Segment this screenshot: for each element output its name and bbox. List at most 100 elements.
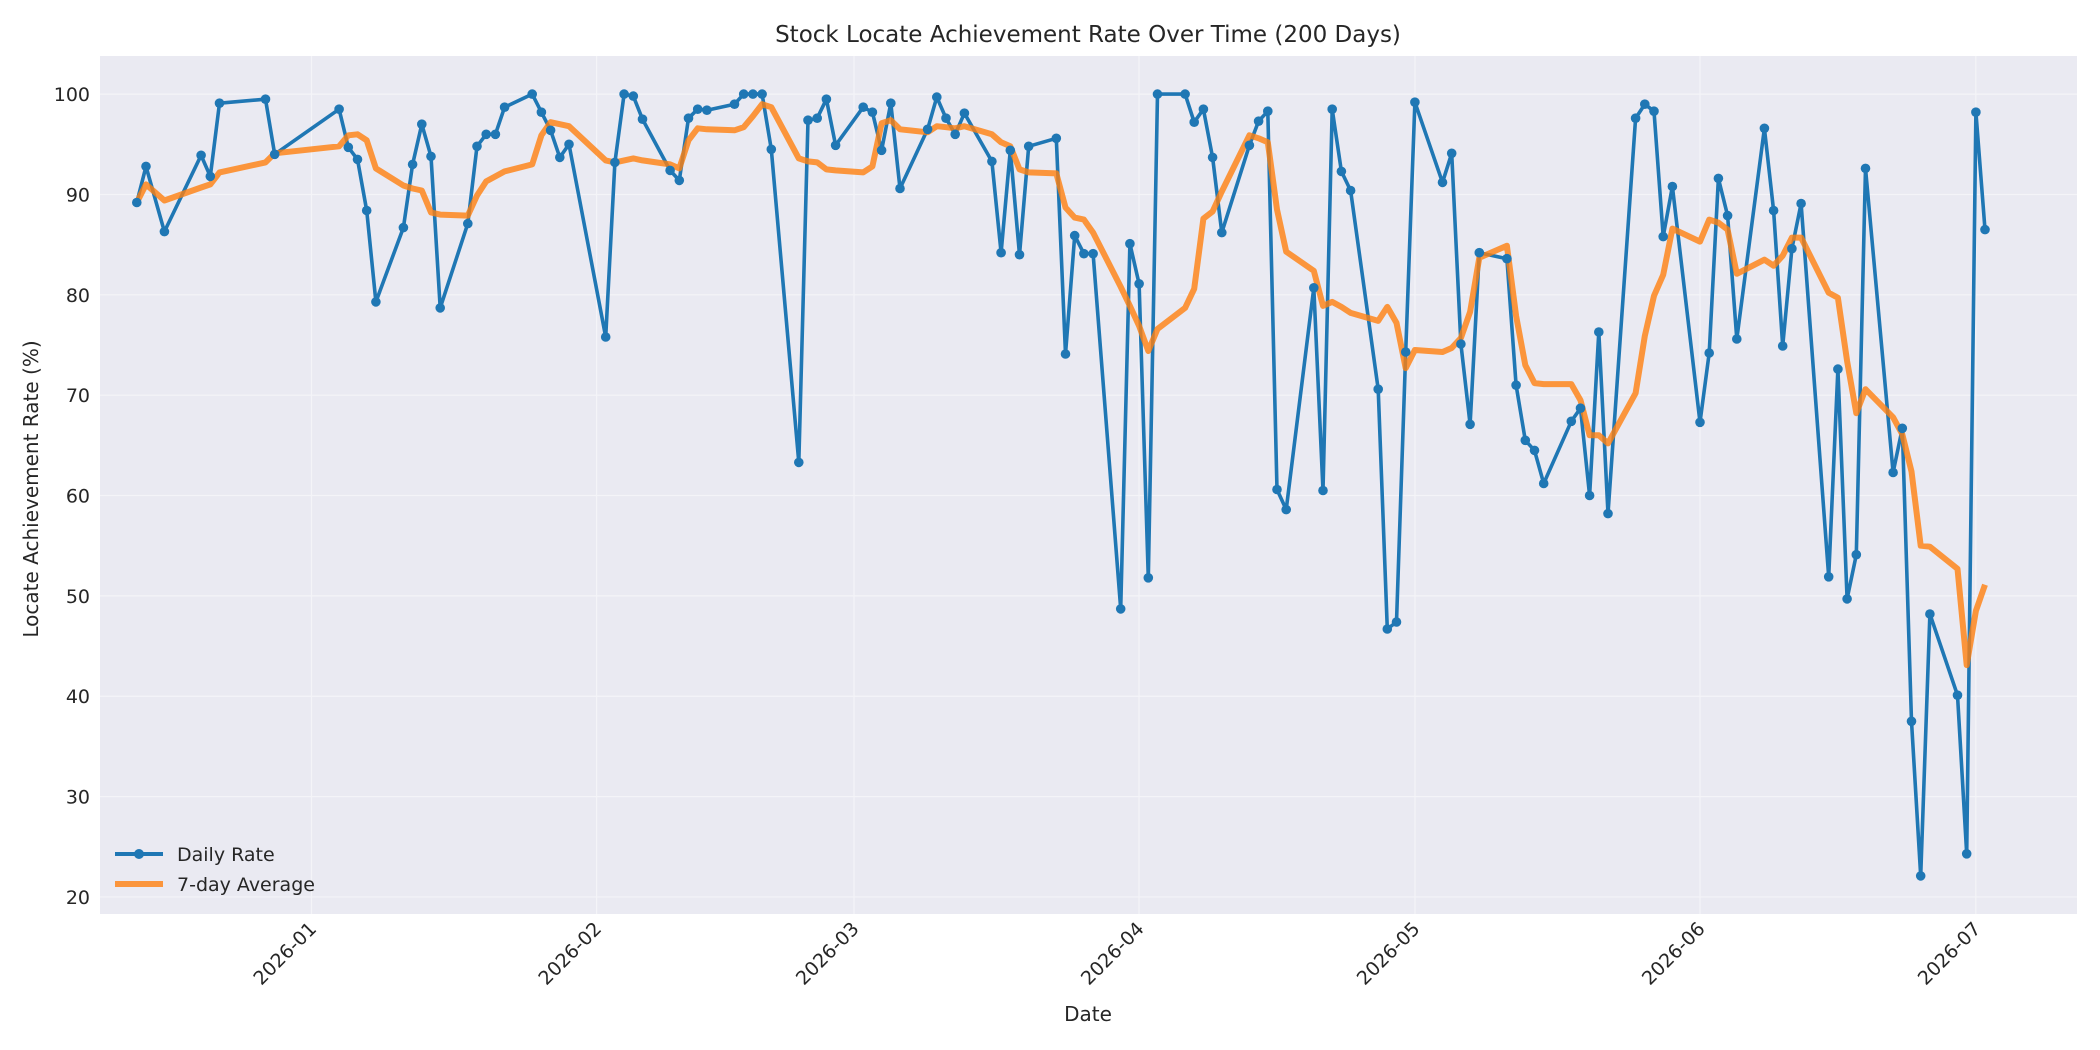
daily-rate-point [932, 92, 942, 102]
daily-rate-point [361, 205, 372, 216]
daily-rate-point [812, 113, 822, 123]
daily-rate-point [729, 99, 740, 109]
daily-rate-point [1125, 238, 1135, 249]
daily-rate-point [1474, 247, 1485, 258]
daily-rate-point [766, 144, 777, 155]
daily-rate-point [1768, 205, 1779, 216]
daily-rate-point [1005, 145, 1016, 156]
daily-rate-point [1713, 173, 1724, 184]
daily-rate-point [867, 107, 878, 117]
daily-rate-point [1915, 871, 1926, 881]
daily-rate-point [141, 161, 151, 172]
daily-rate-point [1088, 248, 1098, 259]
daily-rate-point [1263, 106, 1273, 116]
y-tick-label: 70 [66, 385, 90, 407]
legend-7-day-average-label: 7-day Average [177, 874, 315, 896]
daily-rate-point [996, 247, 1006, 258]
daily-rate-point [1382, 624, 1393, 634]
daily-rate-point [1906, 716, 1917, 727]
daily-rate-point [472, 141, 482, 152]
daily-rate-point [702, 105, 712, 115]
daily-rate-point [1520, 435, 1531, 446]
daily-rate-point [830, 140, 841, 151]
daily-rate-point [426, 151, 436, 162]
daily-rate-point [1980, 224, 1990, 235]
daily-rate-point [1667, 181, 1678, 192]
daily-rate-point [352, 154, 363, 165]
daily-rate-point [1695, 417, 1705, 428]
daily-rate-point [922, 124, 933, 135]
daily-rate-point [1971, 107, 1981, 117]
daily-rate-point [1842, 594, 1852, 604]
daily-rate-point [407, 159, 418, 170]
daily-rate-point [334, 104, 344, 114]
daily-rate-point [803, 115, 813, 125]
y-tick-label: 50 [66, 586, 90, 608]
legend: Daily Rate 7-day Average [115, 844, 315, 896]
daily-rate-point [269, 149, 280, 160]
daily-rate-point [564, 139, 574, 150]
chart-title: Stock Locate Achievement Rate Over Time … [775, 22, 1401, 48]
daily-rate-point [1649, 106, 1659, 116]
y-tick-label: 20 [66, 887, 90, 909]
daily-rate-point [950, 129, 960, 140]
daily-rate-point [132, 197, 142, 208]
daily-rate-point [1281, 504, 1291, 515]
daily-rate-point [1152, 89, 1163, 99]
daily-rate-point [1529, 445, 1540, 456]
daily-rate-point [757, 89, 767, 99]
daily-rate-point [1023, 141, 1034, 152]
daily-rate-point [1400, 347, 1411, 357]
daily-rate-point [1014, 249, 1025, 260]
daily-rate-point [1207, 152, 1218, 163]
daily-rate-point [895, 183, 905, 194]
daily-rate-point [417, 119, 427, 129]
daily-rate-point [1961, 849, 1972, 859]
daily-rate-point [481, 129, 492, 140]
y-tick-label: 90 [66, 184, 90, 206]
daily-rate-point [1594, 327, 1604, 337]
daily-rate-point [1759, 123, 1770, 134]
daily-rate-point [1538, 478, 1549, 489]
daily-rate-point [1823, 572, 1834, 582]
daily-rate-point [536, 107, 547, 117]
legend-daily-rate-label: Daily Rate [177, 844, 275, 866]
daily-rate-point [1860, 163, 1871, 174]
daily-rate-point [1640, 99, 1650, 109]
seven-day-average-line [134, 101, 1988, 669]
daily-rate-point [674, 175, 685, 186]
daily-rate-point [1603, 508, 1613, 519]
legend-daily-rate-marker [134, 849, 144, 859]
daily-rate-point [196, 150, 206, 161]
daily-rate-point [987, 156, 997, 167]
daily-rate-point [794, 457, 804, 468]
daily-rate-point [941, 113, 951, 123]
daily-rate-point [1143, 573, 1154, 583]
daily-rate-point [343, 142, 354, 153]
daily-rate-point [1189, 117, 1199, 127]
daily-rate-point [1704, 348, 1714, 358]
daily-rate-point [1732, 334, 1742, 344]
y-tick-label: 100 [54, 84, 90, 106]
daily-rate-point [398, 222, 409, 233]
daily-rate-point [738, 89, 749, 99]
daily-rate-point [1336, 166, 1347, 177]
daily-rate-point [1630, 113, 1641, 123]
daily-rate-point [1465, 419, 1475, 430]
daily-rate-point [371, 297, 381, 307]
daily-rate-point [555, 152, 565, 163]
daily-rate-point [600, 332, 611, 342]
daily-rate-point [205, 171, 216, 182]
daily-rate-point [214, 98, 225, 108]
daily-rate-point [1051, 133, 1062, 144]
y-tick-label: 60 [66, 486, 90, 508]
daily-rate-point [1833, 364, 1843, 374]
daily-rate-point [1272, 484, 1282, 495]
daily-rate-point [1777, 341, 1788, 351]
daily-rate-point [1115, 604, 1126, 614]
daily-rate-point [1888, 467, 1898, 478]
daily-rate-point [1456, 339, 1466, 349]
daily-rate-markers [132, 89, 1990, 881]
y-axis-label: Locate Achievement Rate (%) [19, 340, 43, 637]
